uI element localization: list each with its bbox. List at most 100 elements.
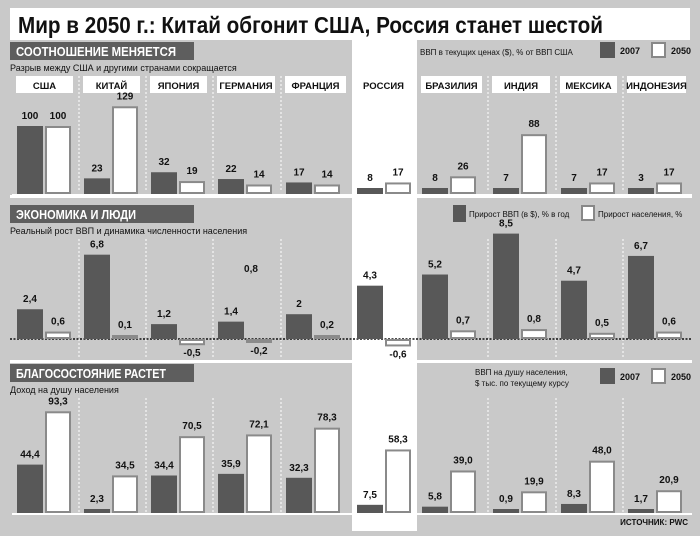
bar-series2 [656,331,682,339]
legend-label: Прирост ВВП (в $), % в год [469,210,570,219]
bar-series2 [45,126,71,194]
country-label-box [421,76,482,93]
data-label: 1,7 [634,494,648,505]
data-label: 35,9 [221,459,241,470]
country-label-box [83,76,140,93]
bar-series1 [561,280,587,339]
country-label: РОССИЯ [363,81,404,92]
bar-series2 [521,491,547,513]
legend-title: ВВП на душу населения, [475,368,568,377]
bar-series1 [218,473,244,513]
data-label: 19 [186,166,198,177]
data-label: 14 [321,169,333,180]
data-label: 0,1 [118,320,132,331]
bar-series1 [151,172,177,194]
bar-series2 [179,181,205,195]
bar-series1 [151,475,177,513]
data-label: 4,3 [363,271,377,282]
data-label: 17 [596,167,608,178]
bar-series2 [589,332,615,339]
data-label: 4,7 [567,266,581,277]
bar-series1 [286,477,312,513]
bar-series2 [385,339,411,347]
country-label: ФРАНЦИЯ [292,81,340,92]
source-label: ИСТОЧНИК: PWC [620,518,688,527]
bar-series2 [246,339,272,343]
bar-series1 [151,324,177,339]
data-label: 26 [457,161,469,172]
country-label: ИНДОНЕЗИЯ [626,81,687,92]
data-label: 48,0 [592,446,612,457]
bar-series1 [628,188,654,194]
bar-series2 [314,335,340,339]
data-label: -0,5 [183,348,201,359]
bar-series1 [628,509,654,513]
legend-label: 2050 [671,46,691,56]
data-label: 32,3 [289,463,309,474]
bar-series2 [112,335,138,339]
bar-series1 [17,309,43,339]
country-label-box [150,76,207,93]
legend-swatch-2050 [651,42,666,58]
legend-title: $ тыс. по текущему курсу [475,379,569,388]
legend-swatch-population [581,205,595,221]
data-label: 20,9 [659,475,679,486]
legend-swatch-gdp [453,205,466,222]
bar-series1 [286,182,312,194]
legend-label: Прирост населения, % [598,210,682,219]
data-label: 0,6 [51,317,65,328]
data-label: 7 [503,173,509,184]
bar-series1 [422,188,448,194]
bar-series2 [521,134,547,195]
legend-swatch-2050 [651,368,666,384]
country-label-box [217,76,275,93]
bar-series2 [314,184,340,194]
country-label-box [492,76,550,93]
data-label: 23 [91,163,103,174]
bar-series1 [218,179,244,194]
data-label: 0,8 [527,314,541,325]
data-label: 2 [296,299,302,310]
bar-series1 [84,254,110,339]
bar-series2 [656,182,682,195]
bar-series1 [286,314,312,339]
bar-series2 [450,176,476,195]
bar-series2 [385,182,411,195]
section-subtitle: Реальный рост ВВП и динамика численности… [10,226,247,236]
country-label-box [627,76,686,93]
bar-series1 [218,321,244,339]
bar-series2 [246,434,272,514]
russia-column [352,40,417,531]
bar-series2 [314,427,340,514]
data-label: 129 [117,91,134,102]
data-label: 5,2 [428,260,442,271]
data-label: 0,7 [456,315,470,326]
section-title: ЭКОНОМИКА И ЛЮДИ [16,207,136,222]
data-label: 17 [392,167,404,178]
data-label: 19,9 [524,476,544,487]
data-label: 5,8 [428,492,442,503]
bar-series1 [84,178,110,194]
legend-swatch-2007 [600,368,615,384]
data-label: 34,4 [154,461,174,472]
data-label: 34,5 [115,460,135,471]
data-label: 17 [663,167,675,178]
bar-series2 [385,449,411,514]
data-label: 8 [367,173,373,184]
data-label: 14 [253,169,265,180]
data-label: 0,6 [662,317,676,328]
data-label: 7 [571,173,577,184]
bar-series2 [246,184,272,194]
data-label: 6,7 [634,241,648,252]
country-label: БРАЗИЛИЯ [425,81,477,92]
data-label: 32 [158,157,170,168]
country-label-box [285,76,346,93]
section-title: БЛАГОСОСТОЯНИЕ РАСТЕТ [16,366,166,381]
data-label: 78,3 [317,413,337,424]
section-header [10,42,194,60]
data-label: 58,3 [388,434,408,445]
bar-series2 [112,106,138,194]
data-label: 1,4 [224,307,238,318]
bar-series2 [589,182,615,195]
